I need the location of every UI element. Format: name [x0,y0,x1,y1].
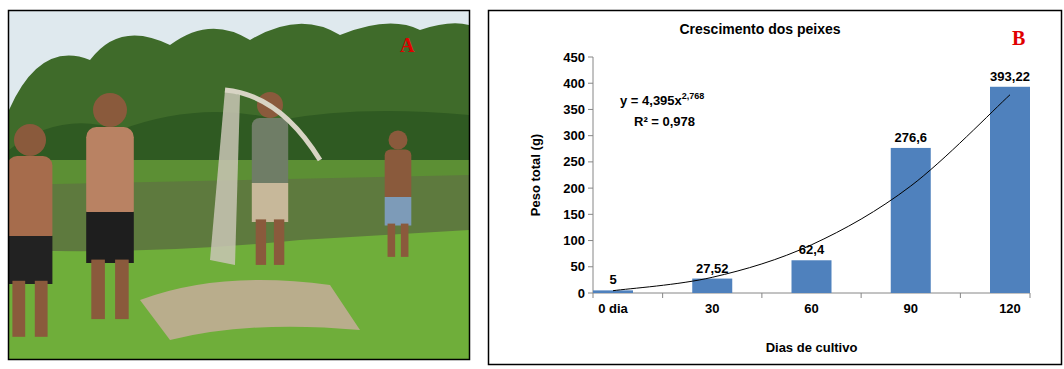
person-boy [9,124,52,337]
torso [385,150,412,202]
photo-frame [9,11,470,360]
data-label: 5 [609,272,616,287]
x-tick-label: 60 [804,301,818,316]
x-axis-label: Dias de cultivo [766,340,858,355]
y-tick-label: 100 [563,233,585,248]
r-squared: R² = 0,978 [634,114,695,129]
photo-scene [9,11,469,359]
bar [891,148,931,293]
y-tick-label: 50 [571,259,585,274]
leg [35,281,48,337]
net-rope [225,90,320,160]
leg [401,224,409,257]
fishing-net [210,90,240,265]
x-tick-label: 120 [999,301,1021,316]
head [93,93,127,127]
person-child [385,131,412,257]
bar [990,87,1030,293]
x-axis: 0 dia 30 60 90 120 Dias de cultivo [593,293,1030,355]
y-tick-label: 150 [563,207,585,222]
x-tick [1030,293,1031,298]
dirt-path [140,280,360,340]
y-tick [588,135,593,136]
annotations: y = 4,395x2,768 R² = 0,978 B [620,27,1025,129]
y-tick-label: 0 [578,286,585,301]
y-tick [588,83,593,84]
plot-marks [593,87,1030,293]
photo-panel: A [8,11,470,360]
x-tick [861,293,862,298]
x-tick-label: 30 [705,301,719,316]
head [14,124,46,156]
head [389,131,408,150]
y-axis-line [593,57,594,293]
x-tick [662,293,663,298]
sky [9,11,469,359]
y-tick [588,161,593,162]
torso [86,127,134,221]
leg [12,281,25,337]
y-tick-label: 350 [563,102,585,117]
data-label: 62,4 [799,242,825,257]
leg [388,224,396,257]
x-tick-label: 90 [904,301,918,316]
y-tick-label: 450 [563,50,585,65]
y-tick [588,214,593,215]
x-tick [960,293,961,298]
leg [274,219,284,265]
x-tick [593,293,594,298]
equation-text: y = 4,395x [620,93,683,108]
equation: y = 4,395x2,768 [620,91,704,108]
leg [91,260,105,320]
chart-frame [489,11,1062,365]
shorts [252,183,288,222]
panel-label: B [1012,27,1025,49]
bar [692,279,732,293]
data-label: 276,6 [894,130,927,145]
trend-line [613,95,1010,291]
person-man [86,93,134,319]
bar [792,260,832,293]
y-tick-label: 250 [563,154,585,169]
chart-title: Crescimento dos peixes [679,21,840,37]
y-tick-label: 300 [563,128,585,143]
leg [256,219,266,265]
figure: A Crescimento dos peixes 0 50 100 150 200 250 30… [0,0,1064,369]
y-axis: 0 50 100 150 200 250 300 350 400 450 Peso total (g… [528,50,593,301]
y-tick-label: 200 [563,181,585,196]
torso [9,156,52,244]
grass [9,230,469,359]
x-tick-label: 0 dia [598,301,628,316]
y-tick [588,240,593,241]
page: {"photo": {"label": "A"}, "chart_data": … [0,0,1064,369]
torso [252,118,288,190]
y-tick [588,57,593,58]
chart-panel: Crescimento dos peixes050100150200250300… [489,11,1062,365]
y-tick [588,109,593,110]
y-axis-label: Peso total (g) [528,134,543,216]
shorts [86,212,134,263]
shorts [385,197,412,226]
panel-label: A [400,34,415,56]
leg [115,260,129,320]
data-label: 393,22 [990,69,1030,84]
y-tick-label: 400 [563,76,585,91]
bar [593,290,633,293]
shorts [9,236,52,284]
y-tick [588,293,593,294]
equation-exponent: 2,768 [682,91,705,101]
y-tick [588,266,593,267]
data-label: 27,52 [696,261,729,276]
data-labels: 5 27,52 62,4 276,6 393,22 [609,69,1030,288]
y-tick [588,188,593,189]
x-tick [761,293,762,298]
